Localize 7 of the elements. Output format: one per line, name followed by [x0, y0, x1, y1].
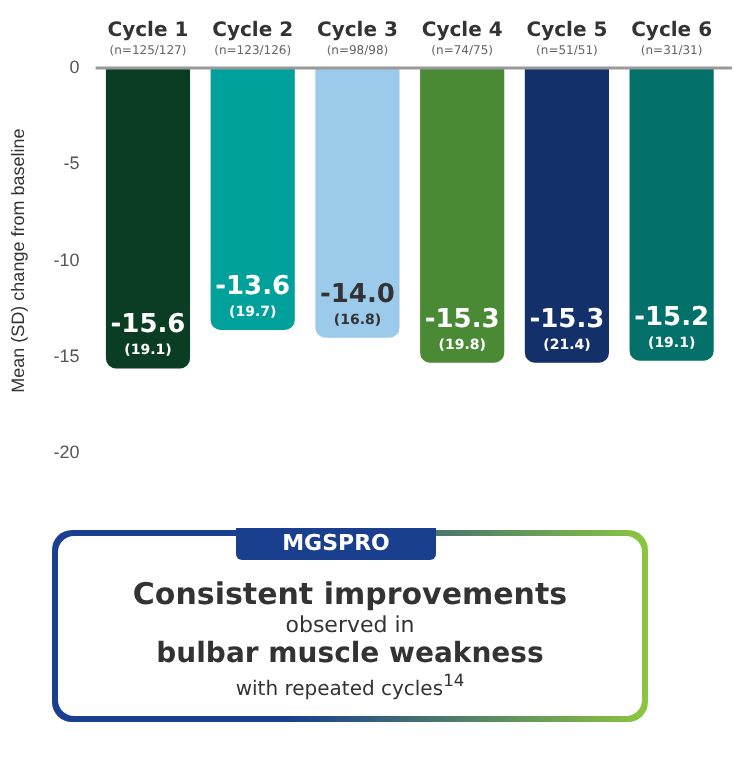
text: MGSPRO — [236, 528, 436, 560]
y-axis-title: Mean (SD) change from baseline — [7, 128, 28, 393]
y-tick-label: -5 — [63, 153, 80, 174]
y-tick-label: 0 — [69, 56, 80, 77]
y-tick-label: -20 — [53, 442, 80, 463]
y-tick-label: -15 — [53, 345, 80, 366]
y-tick-label: -10 — [53, 249, 80, 270]
